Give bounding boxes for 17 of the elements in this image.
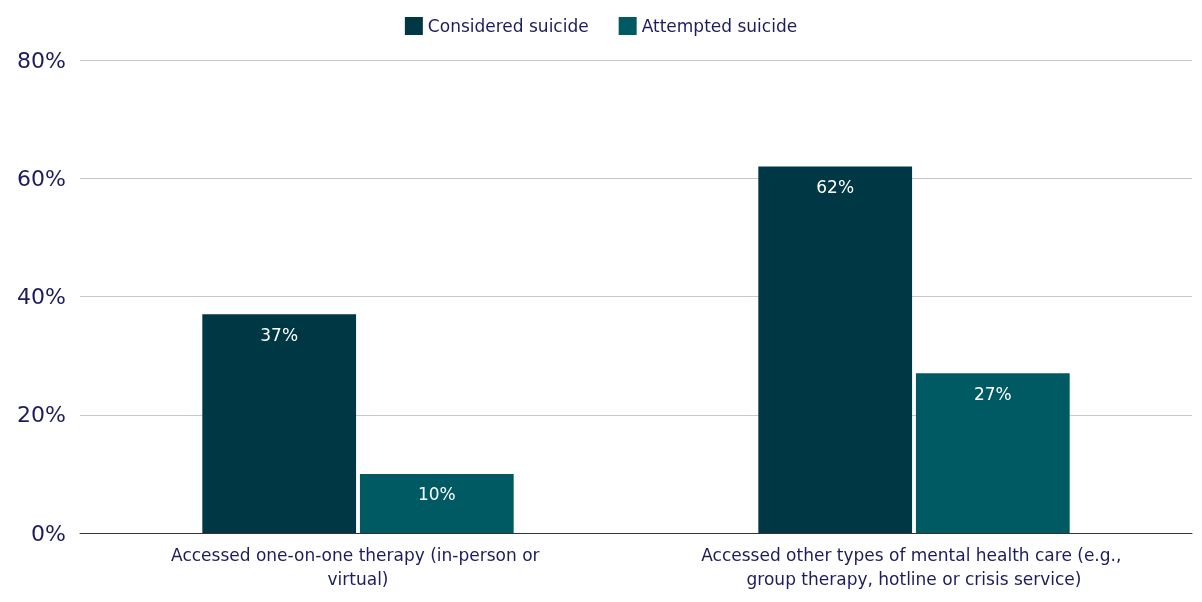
x-tick-label: Accessed one-on-one therapy (in-person or virtual) (171, 545, 545, 589)
y-tick-label: 20% (17, 402, 66, 428)
x-tick-label: Accessed other types of mental health care (e.g., group therapy, hotline or crisis service) (701, 545, 1127, 589)
bar (915, 373, 1070, 533)
legend-label: Considered suicide (427, 16, 589, 36)
data-label: 62% (816, 176, 855, 197)
bar (758, 166, 913, 533)
bar (359, 473, 514, 533)
y-tick-label: 60% (17, 165, 66, 191)
bar (202, 314, 357, 533)
data-label: 27% (973, 383, 1012, 404)
y-tick-label: 40% (17, 284, 66, 309)
data-label: 10% (417, 484, 456, 505)
data-label: 37% (260, 324, 299, 345)
y-tick-label: 0% (31, 520, 66, 546)
legend-label: Attempted suicide (641, 16, 798, 36)
y-tick-label: 80% (17, 47, 66, 73)
